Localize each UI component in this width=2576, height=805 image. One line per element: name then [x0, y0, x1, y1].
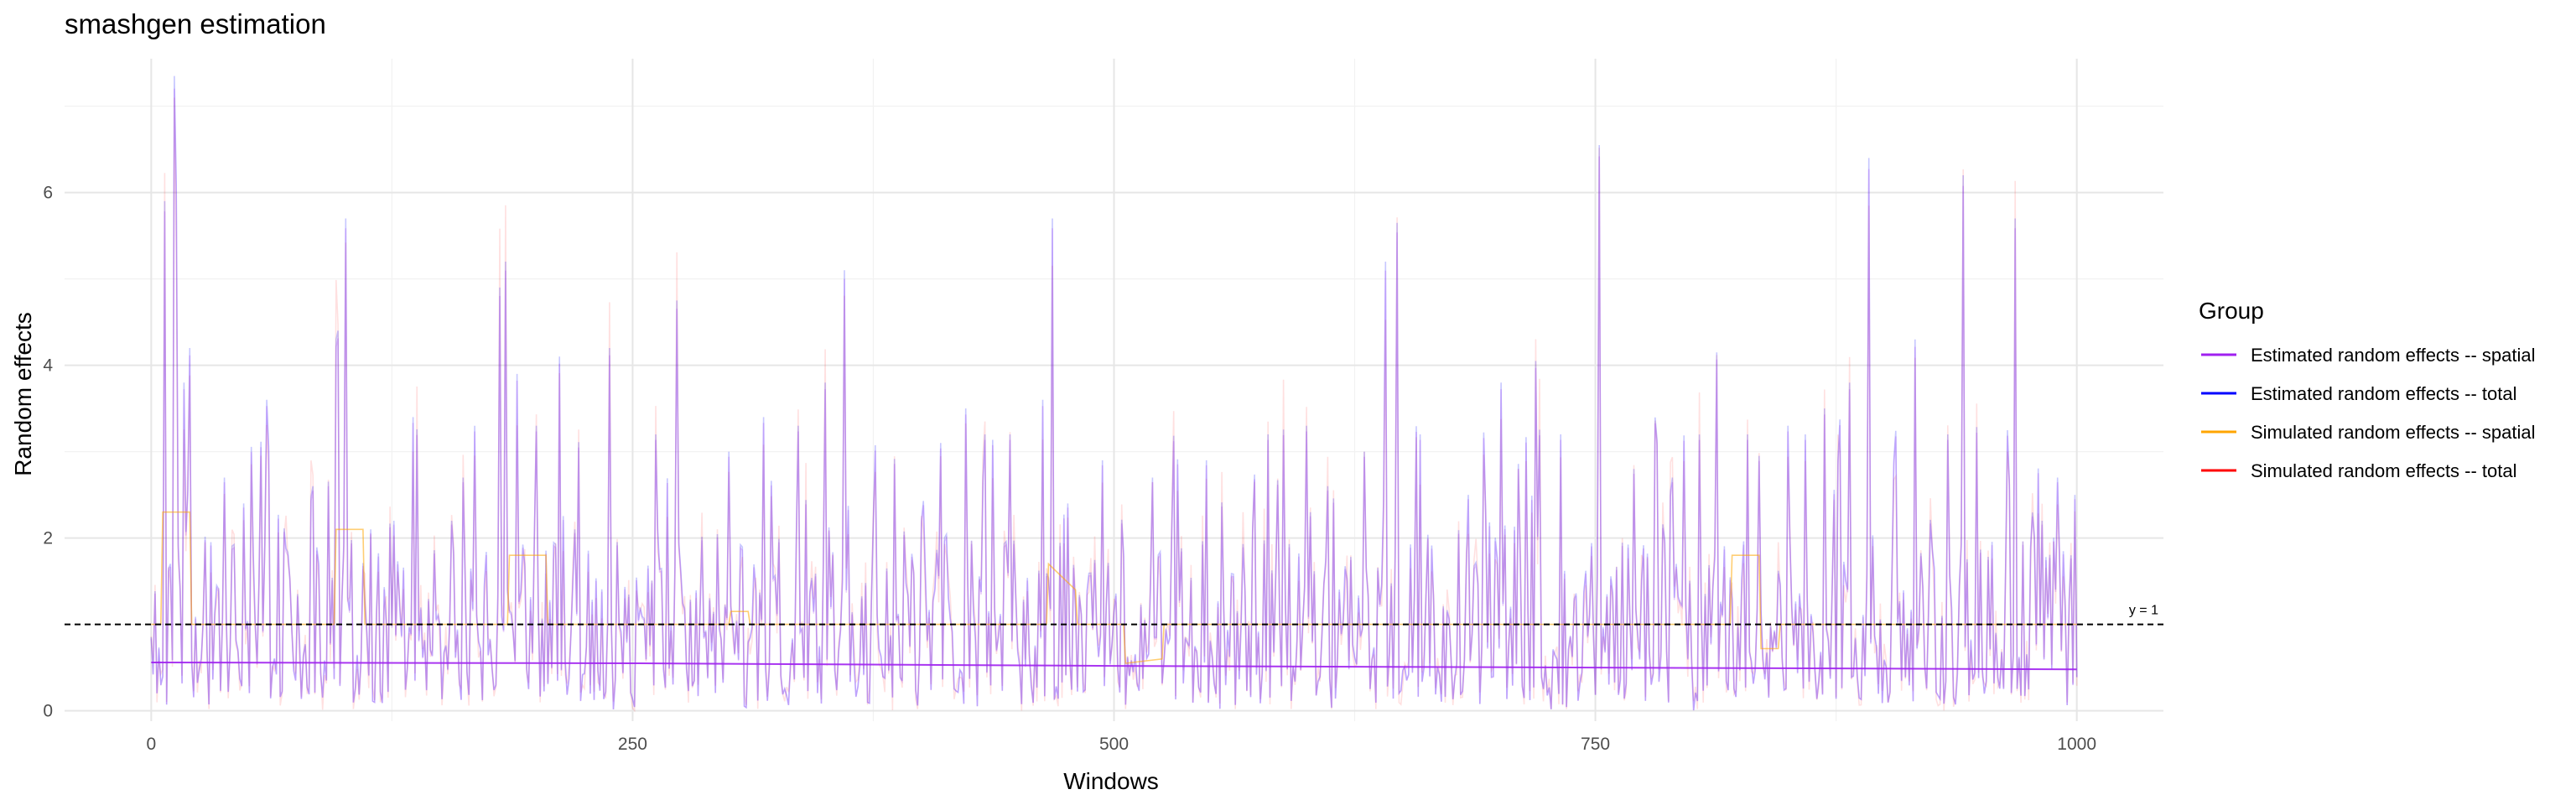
legend-label-simulated-spatial: Simulated random effects -- spatial — [2251, 422, 2536, 443]
axis-tick-labels: 0 250 500 750 1000 0 2 4 6 — [43, 184, 2096, 754]
reference-line-label: y = 1 — [2129, 604, 2158, 618]
y-tick-label: 4 — [43, 356, 53, 376]
legend-item-estimated-spatial: Estimated random effects -- spatial — [2201, 345, 2536, 366]
series-simulated-total — [150, 97, 2078, 713]
series-simulated-spatial — [151, 511, 2077, 664]
legend-item-simulated-spatial: Simulated random effects -- spatial — [2201, 422, 2536, 443]
legend-item-simulated-total: Simulated random effects -- total — [2201, 460, 2517, 481]
x-tick-label: 250 — [618, 735, 647, 754]
chart-title: smashgen estimation — [65, 8, 326, 39]
legend: Group Estimated random effects -- spatia… — [2199, 298, 2536, 481]
x-tick-label: 500 — [1099, 735, 1129, 754]
legend-label-estimated-spatial: Estimated random effects -- spatial — [2251, 345, 2536, 366]
legend-label-simulated-total: Simulated random effects -- total — [2251, 460, 2517, 481]
y-tick-label: 6 — [43, 184, 53, 203]
series-layer — [150, 75, 2078, 713]
x-axis-title: Windows — [1063, 768, 1159, 794]
y-tick-label: 0 — [43, 702, 53, 721]
y-tick-label: 2 — [43, 529, 53, 548]
x-tick-label: 1000 — [2057, 735, 2096, 754]
legend-item-estimated-total: Estimated random effects -- total — [2201, 383, 2517, 404]
x-tick-label: 0 — [146, 735, 156, 754]
x-tick-label: 750 — [1581, 735, 1610, 754]
series-estimated-spatial — [151, 662, 2077, 671]
reference-line-group: y = 1 — [65, 604, 2163, 626]
y-axis-title: Random effects — [10, 312, 36, 476]
legend-title: Group — [2199, 298, 2264, 324]
series-estimated-total — [150, 75, 2078, 711]
series-estimated-total-overlay — [150, 88, 2078, 711]
legend-label-estimated-total: Estimated random effects -- total — [2251, 383, 2517, 404]
